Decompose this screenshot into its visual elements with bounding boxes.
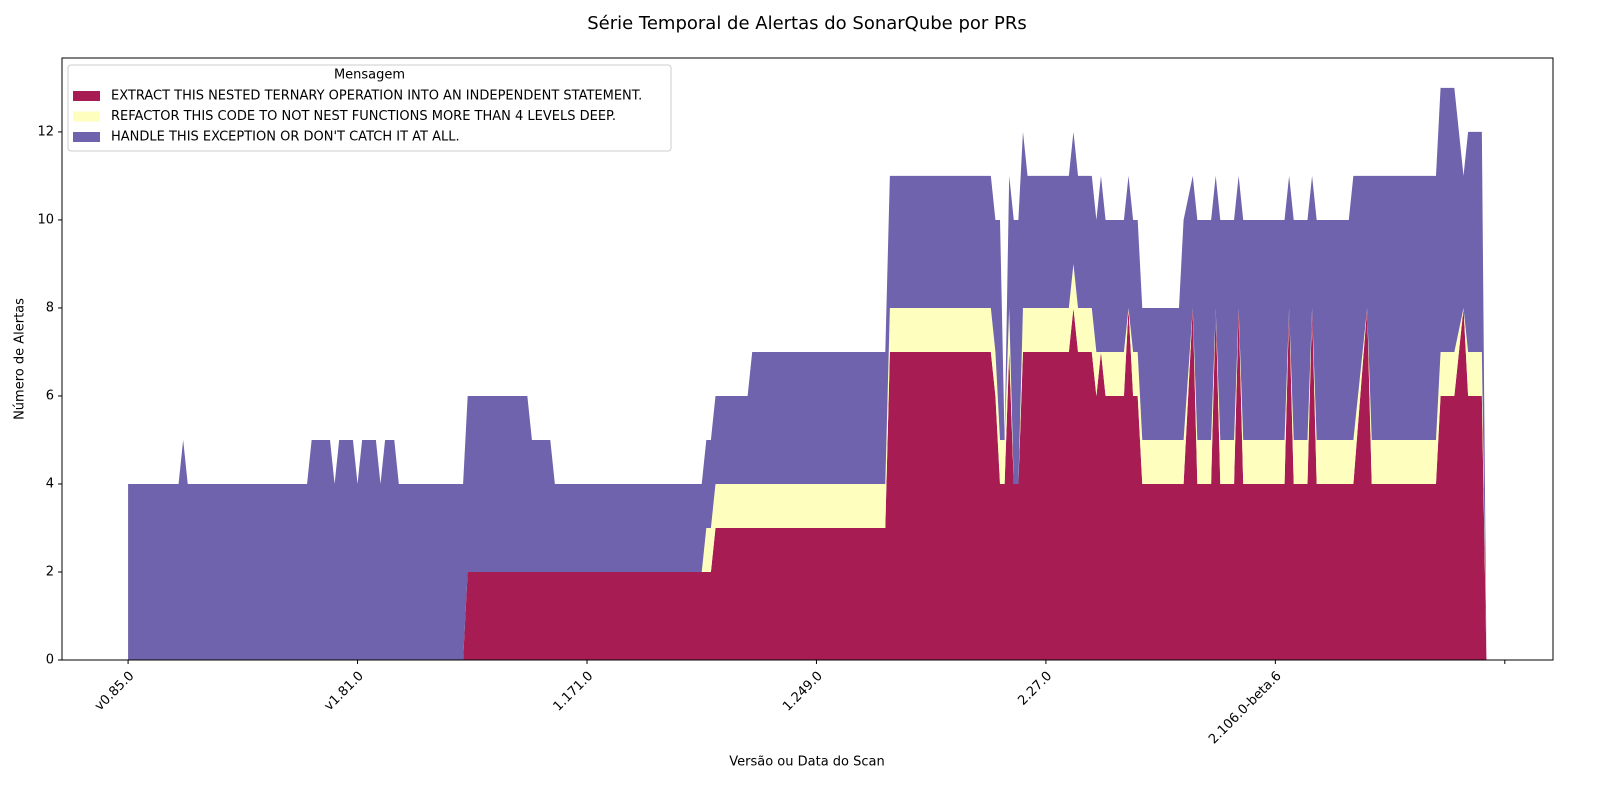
y-tick-label: 6 [46, 388, 54, 403]
area [128, 87, 1487, 661]
y-tick-label: 4 [46, 476, 54, 491]
legend-swatch [73, 91, 100, 101]
y-tick-label: 8 [46, 300, 54, 315]
y-tick-label: 2 [46, 564, 54, 579]
y-axis-label: Número de Alertas [13, 298, 28, 420]
chart-title: Série Temporal de Alertas do SonarQube p… [587, 13, 1027, 34]
legend-swatch [73, 132, 100, 142]
y-tick-label: 0 [46, 653, 54, 668]
legend-label: REFACTOR THIS CODE TO NOT NEST FUNCTIONS… [111, 109, 616, 124]
legend-label: HANDLE THIS EXCEPTION OR DON'T CATCH IT … [111, 130, 460, 145]
y-tick-label: 12 [37, 124, 54, 139]
legend-label: EXTRACT THIS NESTED TERNARY OPERATION IN… [111, 89, 642, 104]
x-axis-label: Versão ou Data do Scan [729, 755, 885, 770]
legend-box [67, 64, 672, 152]
y-tick-label: 10 [37, 212, 54, 227]
legend-swatch [73, 111, 100, 122]
plot-frame [61, 57, 1554, 661]
legend-title: Mensagem [334, 68, 405, 83]
